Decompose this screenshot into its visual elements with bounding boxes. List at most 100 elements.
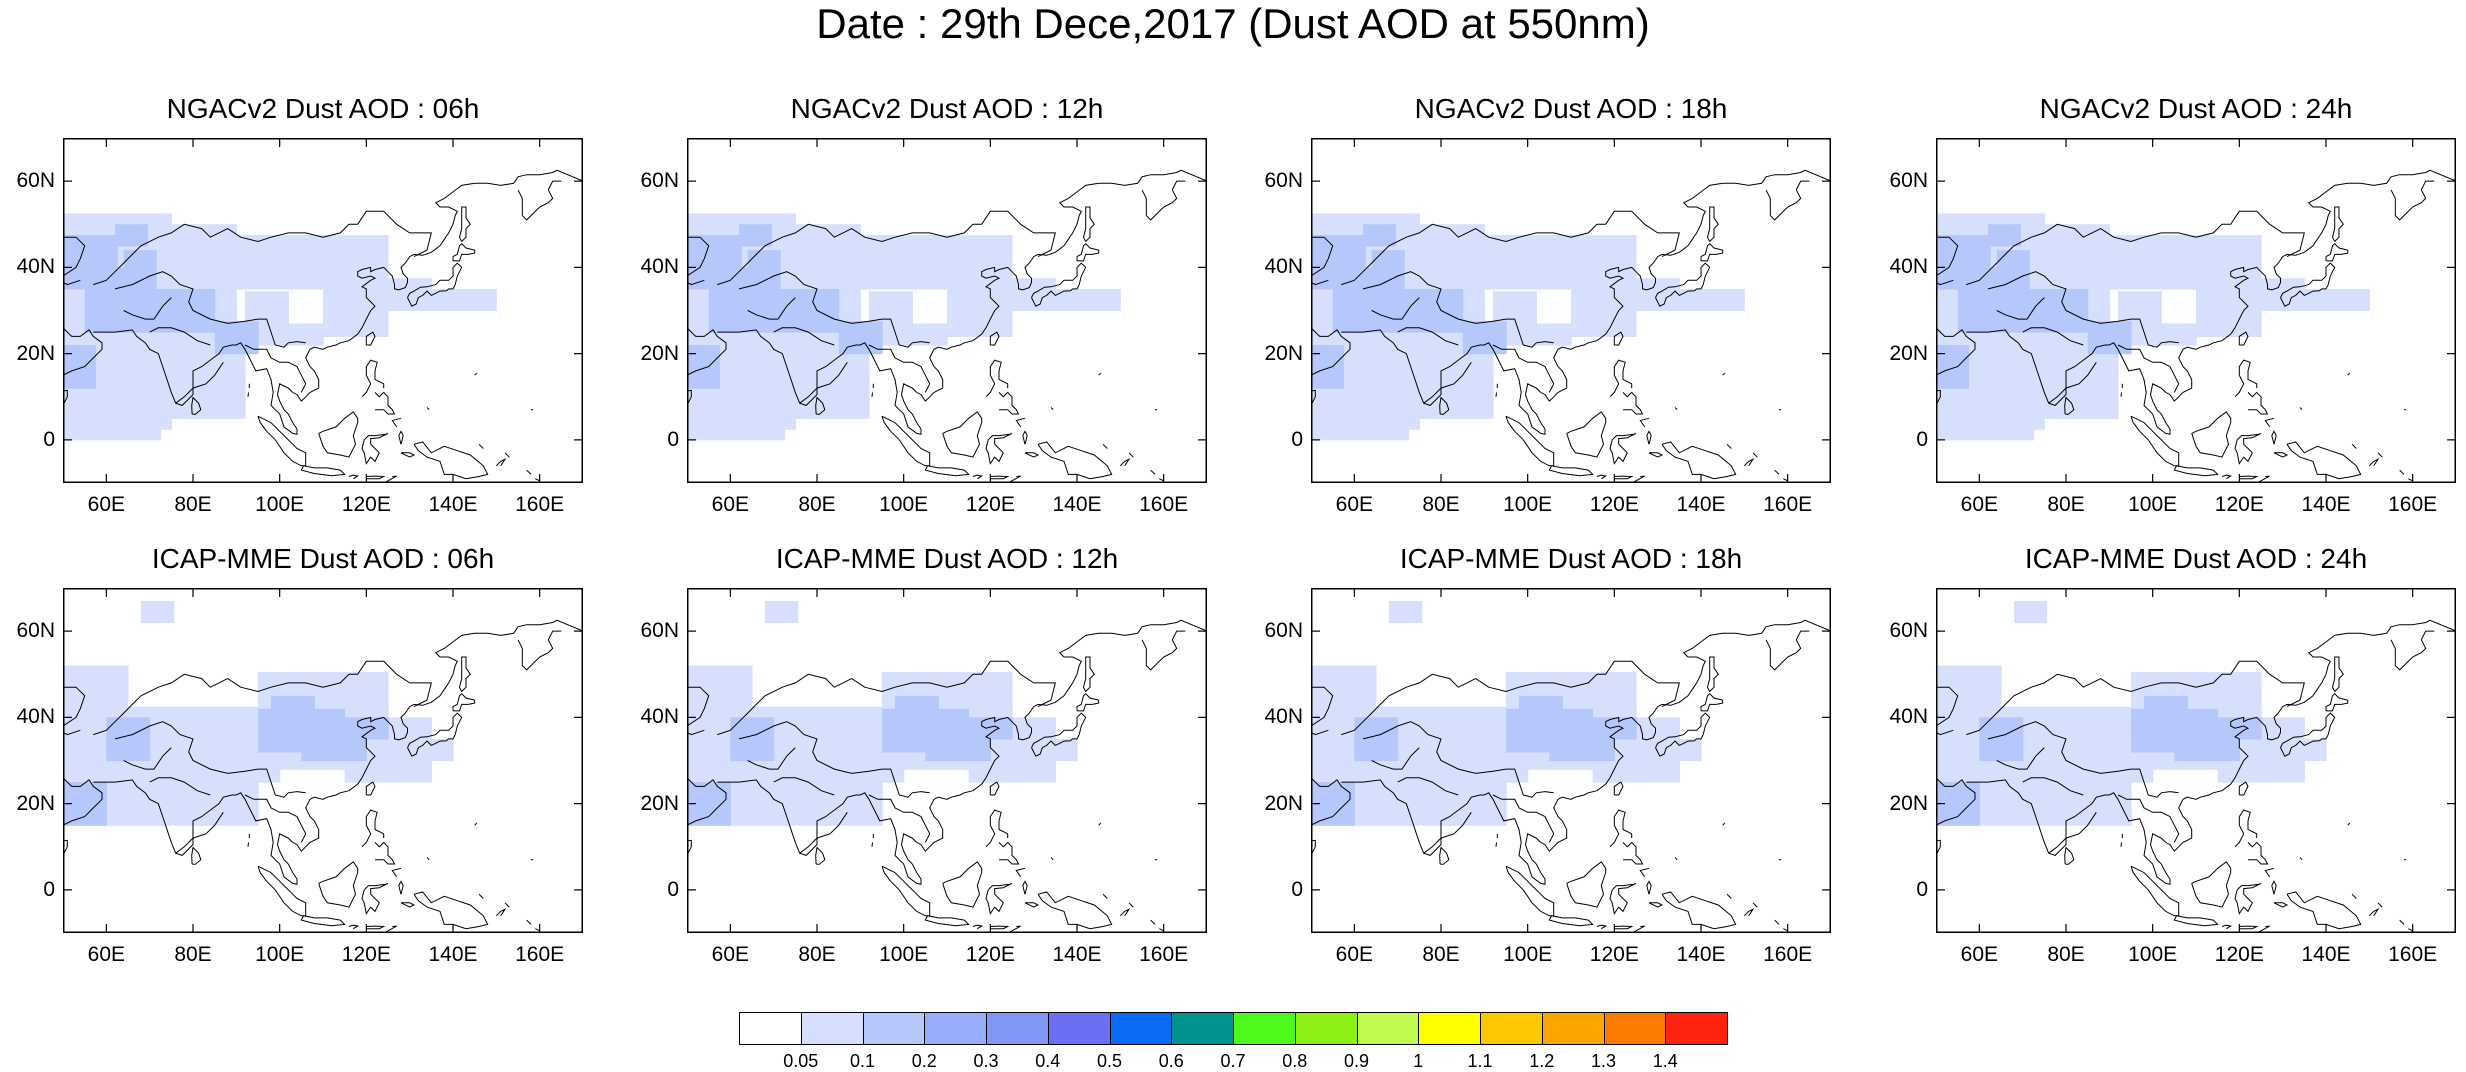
- dust-cell: [763, 707, 774, 718]
- dust-cell: [806, 246, 817, 257]
- dust-cell: [936, 267, 947, 278]
- dust-cell: [2164, 323, 2175, 334]
- dust-cell: [1322, 418, 1333, 429]
- dust-cell: [871, 750, 882, 761]
- dust-cell: [269, 257, 280, 268]
- map-canvas: [63, 588, 583, 933]
- dust-cell: [847, 375, 858, 386]
- dust-cell: [63, 377, 74, 388]
- dust-cell: [904, 323, 915, 334]
- dust-cell: [475, 300, 486, 311]
- dust-cell: [1549, 267, 1560, 278]
- dust-cell: [741, 717, 752, 728]
- lon-tick-label: 100E: [874, 493, 934, 517]
- dust-cell: [817, 739, 828, 750]
- dust-cell: [1936, 300, 1947, 311]
- lat-tick-label: 40N: [619, 705, 679, 729]
- dust-cell: [1712, 300, 1723, 311]
- dust-cell: [258, 246, 269, 257]
- dust-cell: [785, 224, 796, 235]
- dust-cell: [828, 289, 839, 300]
- dust-cell: [213, 408, 224, 419]
- dust-cell: [687, 676, 698, 687]
- coastline: [990, 782, 999, 795]
- dust-cell: [2207, 282, 2218, 293]
- dust-cell: [193, 321, 204, 332]
- dust-cell: [858, 408, 869, 419]
- dust-cell: [2153, 235, 2164, 246]
- dust-cell: [826, 408, 837, 419]
- dust-cell: [1430, 311, 1441, 322]
- dust-cell: [1333, 676, 1344, 687]
- dust-cell: [356, 304, 367, 315]
- dust-cell: [741, 213, 752, 224]
- dust-cell: [63, 709, 74, 720]
- dust-cell: [236, 332, 247, 343]
- dust-cell: [2077, 278, 2088, 289]
- dust-cell: [1947, 741, 1958, 752]
- dust-cell: [2142, 267, 2153, 278]
- dust-cell: [1495, 750, 1506, 761]
- dust-cell: [709, 761, 720, 772]
- dust-cell: [925, 278, 936, 289]
- dust-cell: [106, 666, 117, 677]
- dust-cell: [1110, 300, 1121, 311]
- dust-cell: [269, 683, 280, 694]
- dust-cell: [1528, 235, 1539, 246]
- dust-cell: [1365, 213, 1376, 224]
- dust-cell: [741, 782, 752, 793]
- dust-cell: [990, 683, 1001, 694]
- dust-cell: [1409, 300, 1420, 311]
- dust-cell: [1001, 289, 1012, 300]
- coastline: [1614, 476, 1631, 479]
- lon-tick-label: 100E: [1498, 943, 1558, 967]
- dust-cell: [817, 300, 828, 311]
- lon-tick-label: 120E: [2209, 493, 2269, 517]
- dust-cell: [1387, 213, 1398, 224]
- dust-cell: [871, 257, 882, 268]
- dust-cell: [1344, 793, 1355, 804]
- dust-cell: [1571, 267, 1582, 278]
- dust-cell: [2066, 235, 2077, 246]
- dust-cell: [1936, 408, 1947, 419]
- coastline: [1614, 926, 1631, 929]
- dust-cell: [215, 267, 226, 278]
- dust-cell: [817, 717, 828, 728]
- dust-cell: [96, 213, 107, 224]
- dust-cell: [915, 257, 926, 268]
- lat-tick-label: 60N: [619, 619, 679, 643]
- dust-cell: [1354, 814, 1365, 825]
- dust-cell: [1463, 246, 1474, 257]
- dust-cell: [2012, 343, 2023, 354]
- dust-cell: [947, 694, 958, 705]
- dust-cell: [1398, 728, 1409, 739]
- lon-tick-label: 140E: [1047, 493, 1107, 517]
- dust-cell: [1528, 672, 1539, 683]
- dust-cell: [2034, 300, 2045, 311]
- dust-cell: [1398, 224, 1409, 235]
- dust-cell: [1354, 311, 1365, 322]
- dust-cell: [1365, 386, 1376, 397]
- dust-cell: [1517, 246, 1528, 257]
- dust-cell: [882, 761, 893, 772]
- dust-cell: [74, 224, 85, 235]
- dust-cell: [2151, 313, 2162, 324]
- dust-cell: [1484, 707, 1495, 718]
- dust-cell: [2250, 278, 2261, 289]
- dust-cell: [161, 300, 172, 311]
- dust-cell: [106, 429, 117, 440]
- dust-cell: [312, 278, 323, 289]
- dust-cell: [96, 289, 107, 300]
- dust-cell: [1441, 311, 1452, 322]
- dust-cell: [687, 345, 698, 356]
- dust-cell: [763, 321, 774, 332]
- dust-cell: [1322, 377, 1333, 388]
- dust-cell: [204, 782, 215, 793]
- dust-cell: [871, 771, 882, 782]
- dust-cell: [258, 694, 269, 705]
- coastline: [1051, 408, 1053, 410]
- dust-cell: [1560, 278, 1571, 289]
- coastline: [518, 181, 561, 220]
- dust-cell: [1452, 321, 1463, 332]
- dust-cell: [2077, 224, 2088, 235]
